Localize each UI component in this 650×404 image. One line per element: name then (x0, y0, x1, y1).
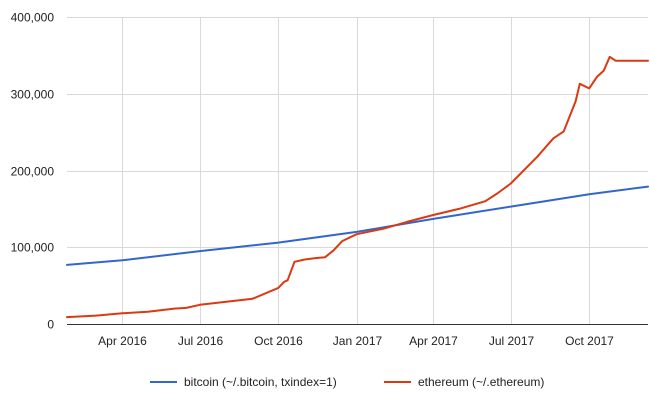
y-tick-label: 300,000 (11, 88, 55, 102)
y-tick-label: 200,000 (11, 165, 55, 179)
y-tick-label: 400,000 (11, 11, 55, 25)
x-tick-label: Oct 2017 (565, 334, 614, 348)
x-tick-label: Oct 2016 (254, 334, 303, 348)
ethereum-legend-label: ethereum (~/.ethereum) (418, 375, 544, 389)
x-tick-label: Apr 2016 (98, 334, 147, 348)
axes: 0 100,000 200,000 300,000 400,000 Apr 2016 Jul… (11, 11, 648, 348)
x-tick-label: Jul 2017 (489, 334, 535, 348)
y-tick-label: 0 (47, 318, 54, 332)
y-tick-label: 100,000 (11, 241, 55, 255)
series-lines (66, 55, 649, 319)
bitcoin-legend-label: bitcoin (~/.bitcoin, txindex=1) (184, 375, 337, 389)
x-tick-label: Jan 2017 (333, 334, 383, 348)
x-tick-label: Apr 2017 (409, 334, 458, 348)
bitcoin-series-line (66, 185, 649, 266)
x-tick-label: Jul 2016 (178, 334, 224, 348)
legend: bitcoin (~/.bitcoin, txindex=1) ethereum … (150, 375, 544, 389)
ethereum-series-line (66, 55, 649, 319)
gridlines (67, 17, 648, 324)
